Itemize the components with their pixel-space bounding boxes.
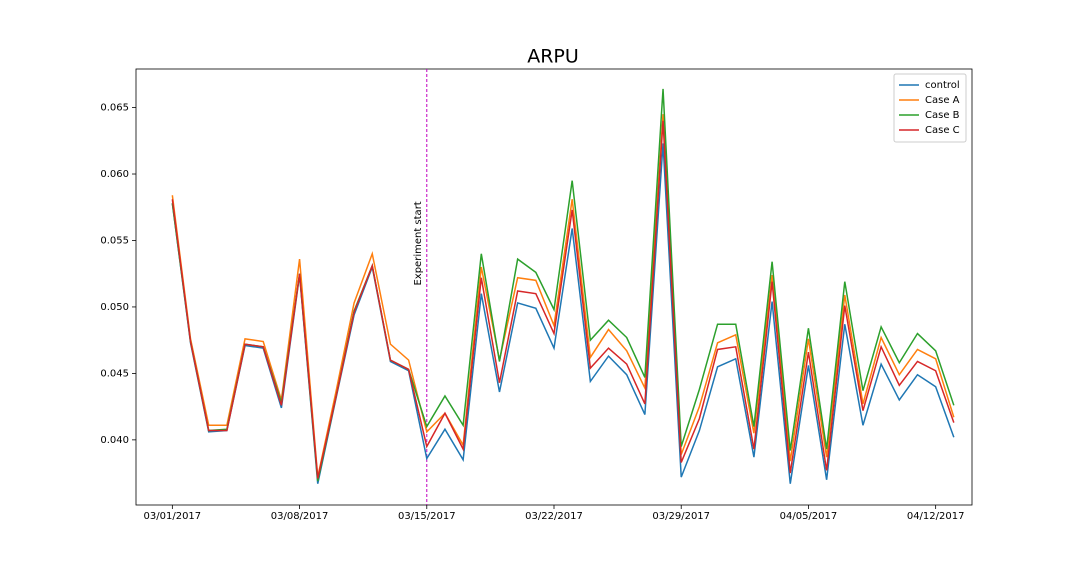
- y-tick-label: 0.060: [100, 169, 129, 180]
- y-tick-label: 0.045: [100, 368, 129, 379]
- line-series: [171, 120, 955, 479]
- x-tick-label: 03/15/2017: [398, 511, 456, 522]
- legend-label: Case C: [925, 125, 960, 136]
- legend: control Case A Case B Case C: [893, 73, 967, 143]
- x-tick-label: 04/12/2017: [907, 511, 965, 522]
- y-tick-label: 0.050: [100, 302, 129, 313]
- x-tick-label: 03/29/2017: [652, 511, 710, 522]
- line-series: [171, 114, 955, 478]
- y-tick-label: 0.040: [100, 435, 129, 446]
- x-tick-label: 03/22/2017: [525, 511, 583, 522]
- chart-title: ARPU: [527, 46, 579, 68]
- legend-label: Case A: [925, 95, 960, 106]
- annotation-text: Experiment start: [413, 201, 424, 285]
- x-tick-label: 04/05/2017: [780, 511, 838, 522]
- legend-label: Case B: [925, 110, 960, 121]
- x-tick-label: 03/08/2017: [271, 511, 329, 522]
- y-tick-label: 0.055: [100, 235, 129, 246]
- legend-box: [893, 73, 967, 143]
- x-tick-label: 03/01/2017: [144, 511, 202, 522]
- y-tick-label: 0.065: [100, 103, 129, 114]
- legend-label: control: [925, 80, 960, 91]
